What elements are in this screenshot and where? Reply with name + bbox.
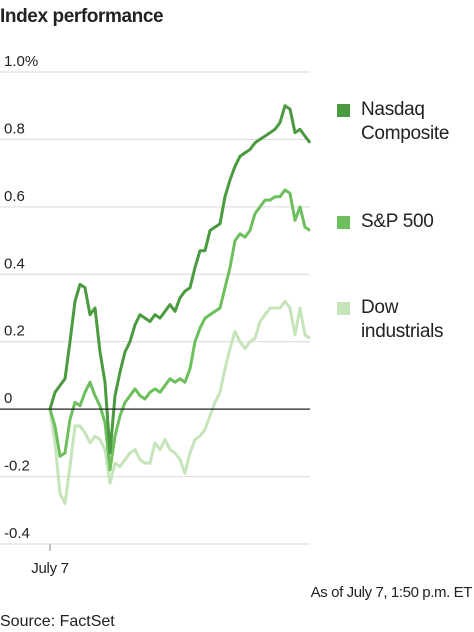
series-line (48, 299, 311, 505)
legend-swatch (337, 302, 350, 315)
y-tick-label: 0.2 (4, 323, 25, 340)
y-tick-label: 0.6 (4, 188, 25, 205)
y-tick-label: 0.4 (4, 255, 25, 272)
as-of-note: As of July 7, 1:50 p.m. ET (311, 584, 473, 601)
legend-swatch (337, 104, 350, 117)
y-tick-label: 0 (4, 390, 12, 407)
legend-label: S&P 500 (361, 211, 434, 232)
y-tick-label: 0.8 (4, 120, 25, 137)
series-line (48, 104, 312, 455)
y-tick-label: 1.0% (4, 53, 38, 70)
legend-swatch (337, 216, 350, 229)
chart-title: Index performance (0, 6, 163, 27)
legend-label: Dow industrials (361, 297, 444, 342)
x-tick-label: July 7 (31, 560, 68, 577)
y-tick-label: -0.4 (4, 525, 30, 542)
y-tick-label: -0.2 (4, 458, 30, 475)
source-note: Source: FactSet (0, 613, 115, 630)
legend-label: Nasdaq Composite (361, 99, 450, 144)
series-line (48, 188, 311, 472)
